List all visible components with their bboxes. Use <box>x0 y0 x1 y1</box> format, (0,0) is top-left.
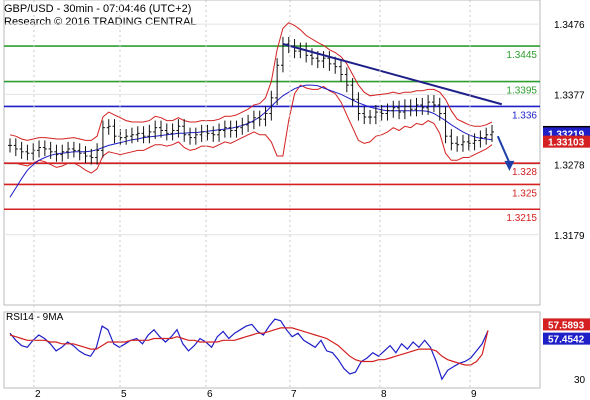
bollinger-upper-band <box>9 22 493 141</box>
rsi-series-line <box>9 318 489 381</box>
rsi-y-tick-label: 30 <box>574 375 586 386</box>
x-tick-label: 7 <box>291 389 297 400</box>
rsi-series-line <box>9 327 489 366</box>
rsi-badge-label: 57.4542 <box>548 335 585 346</box>
chart-title: GBP/USD - 30min - 07:04:46 (UTC+2) <box>4 3 192 15</box>
rsi-badge-label: 57.5893 <box>548 320 585 331</box>
x-tick-label: 8 <box>381 389 387 400</box>
x-tick-label: 5 <box>121 389 127 400</box>
rsi-badge <box>543 318 590 331</box>
x-tick-label: 9 <box>471 389 477 400</box>
resistance-trendline <box>282 43 503 106</box>
price-panel: 1.3476 1.3377 1.3278 1.3179 1.3445 1.3395 1.33… <box>3 0 590 306</box>
x-tick-label: 2 <box>35 389 41 400</box>
x-tick-label: 6 <box>207 389 213 400</box>
level-label: 1.336 <box>512 110 537 121</box>
x-axis: 2 5 6 7 8 9 <box>33 0 477 400</box>
price-badge <box>543 135 590 148</box>
level-label: 1.328 <box>512 167 537 178</box>
rsi-title: RSI14 - 9MA <box>6 312 64 323</box>
level-label: 1.325 <box>512 188 537 199</box>
rsi-panel: RSI14 - 9MA 30 57.5893 57.4542 <box>3 311 590 389</box>
y-tick-label: 1.3476 <box>554 20 585 31</box>
level-label: 1.3395 <box>506 86 537 97</box>
price-badge-label: 1.33219 <box>548 129 585 140</box>
bollinger-lower-band <box>10 84 493 174</box>
rsi-badge <box>543 332 590 345</box>
level-label: 1.3445 <box>506 50 537 61</box>
rsi-panel-frame <box>3 311 541 389</box>
y-tick-label: 1.3179 <box>554 231 585 242</box>
moving-average-line <box>9 84 493 198</box>
forecast-arrow-shaft <box>496 135 511 164</box>
y-tick-label: 1.3377 <box>554 90 585 101</box>
level-label: 1.3215 <box>506 213 537 224</box>
price-badge-label: 1.33103 <box>548 138 585 149</box>
price-panel-frame <box>3 0 541 306</box>
chart-copyright: Research © 2016 TRADING CENTRAL <box>4 16 197 28</box>
forecast-arrow-head <box>504 160 515 171</box>
y-tick-label: 1.3278 <box>554 161 585 172</box>
